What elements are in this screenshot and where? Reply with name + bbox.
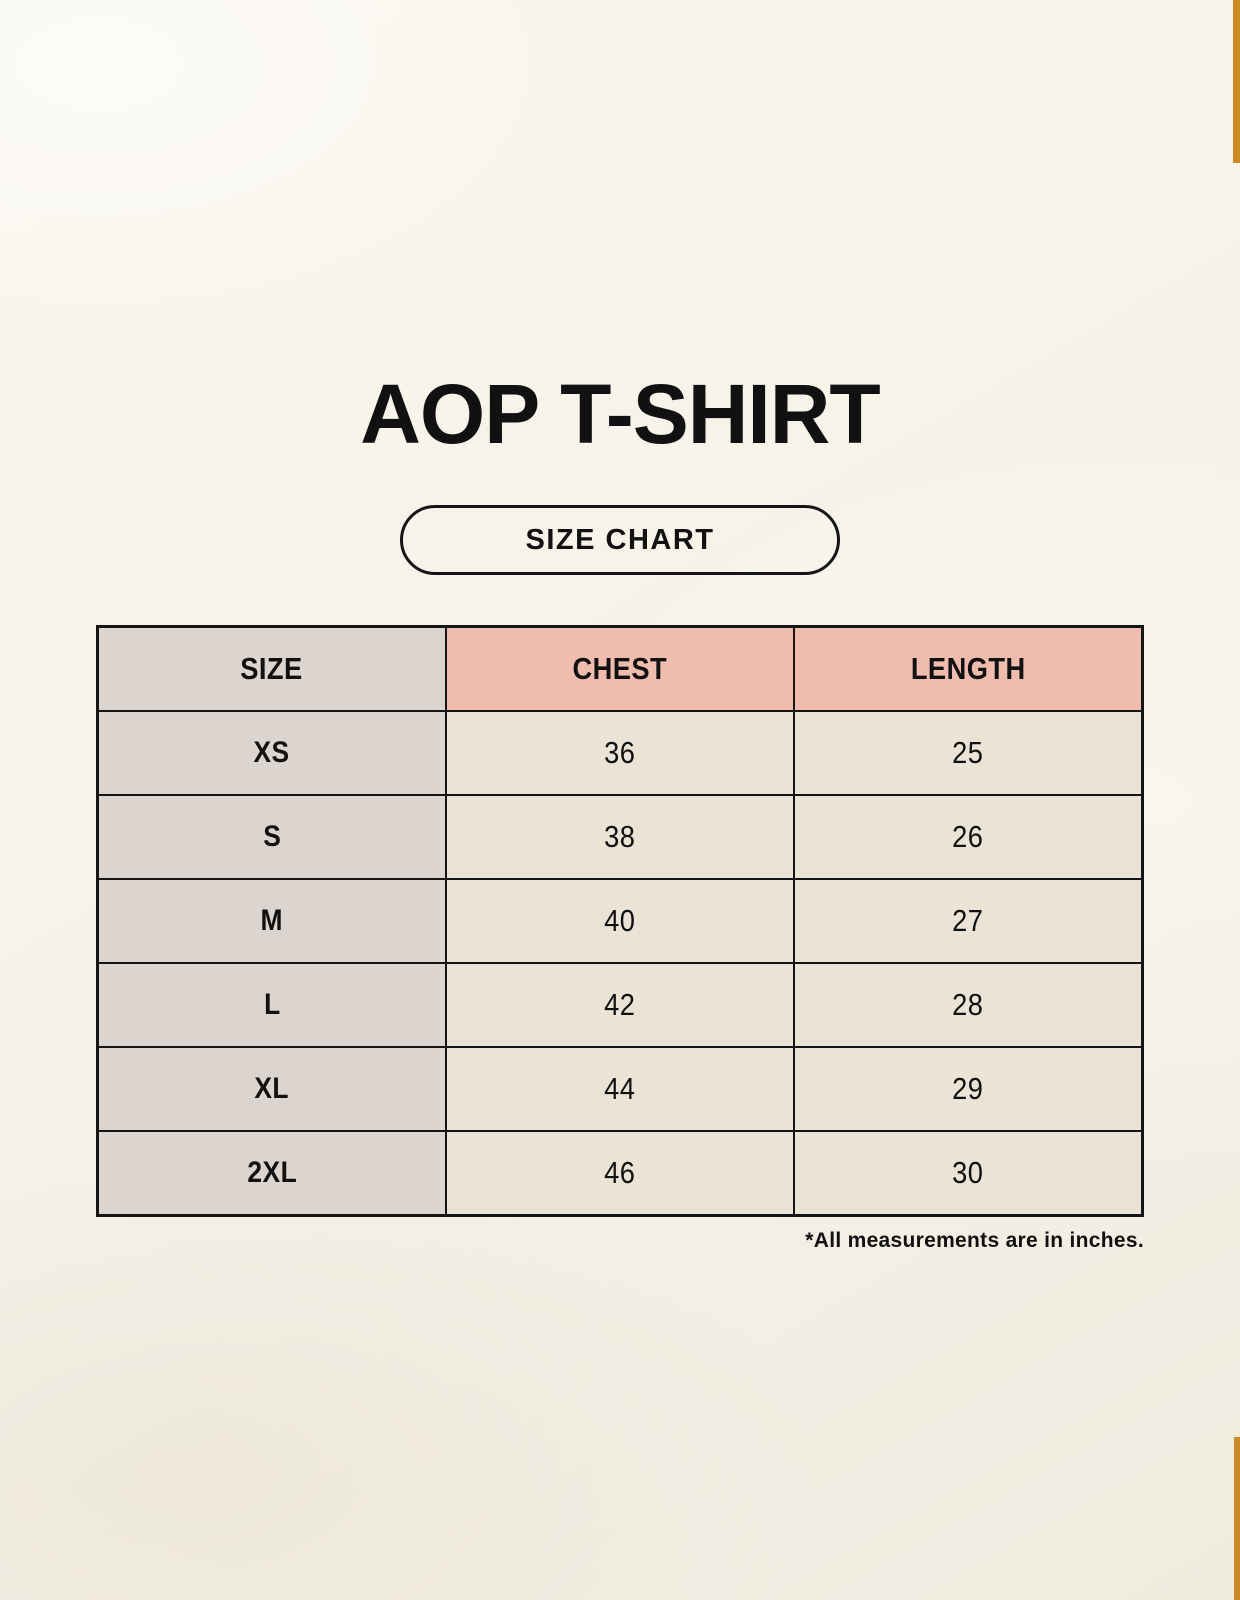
table-header-row: SIZE CHEST LENGTH	[96, 625, 1144, 712]
table-row: XL 44 29	[96, 1046, 1144, 1132]
size-chart-button[interactable]: SIZE CHART	[400, 505, 840, 575]
size-label-cell: XL	[96, 1046, 447, 1132]
length-value-cell: 27	[793, 878, 1144, 964]
length-value-cell: 25	[793, 710, 1144, 796]
size-label-cell: 2XL	[96, 1130, 447, 1217]
size-label-cell: XS	[96, 710, 447, 796]
size-label-cell: S	[96, 794, 447, 880]
chest-value-cell: 44	[444, 1046, 796, 1132]
size-label-cell: M	[96, 878, 447, 964]
size-label-cell: L	[96, 962, 447, 1048]
table-row: S 38 26	[96, 794, 1144, 880]
length-value-cell: 26	[793, 794, 1144, 880]
right-edge-stripe-bottom	[1234, 1437, 1240, 1600]
content-container: AOP T-SHIRT SIZE CHART SIZE CHEST LENGTH…	[96, 0, 1144, 1253]
measurements-footnote: *All measurements are in inches.	[805, 1229, 1144, 1252]
table-row: M 40 27	[96, 878, 1144, 964]
column-header-size-label: SIZE	[240, 651, 304, 686]
column-header-size: SIZE	[96, 625, 447, 712]
column-header-chest-label: CHEST	[572, 651, 668, 686]
length-value-cell: 28	[793, 962, 1144, 1048]
page-title: AOP T-SHIRT	[360, 367, 881, 461]
chest-value-cell: 42	[444, 962, 796, 1048]
column-header-chest: CHEST	[444, 625, 796, 712]
chest-value-cell: 38	[444, 794, 796, 880]
size-chart-table: SIZE CHEST LENGTH XS 36 25 S 38 26 M 40 …	[96, 625, 1144, 1217]
length-value-cell: 29	[793, 1046, 1144, 1132]
right-edge-stripe-top	[1233, 0, 1240, 163]
length-value-cell: 30	[793, 1130, 1144, 1217]
chest-value-cell: 46	[444, 1130, 796, 1217]
chest-value-cell: 36	[444, 710, 796, 796]
table-row: L 42 28	[96, 962, 1144, 1048]
table-row: 2XL 46 30	[96, 1130, 1144, 1217]
column-header-length: LENGTH	[793, 625, 1144, 712]
chest-value-cell: 40	[444, 878, 796, 964]
table-row: XS 36 25	[96, 710, 1144, 796]
column-header-length-label: LENGTH	[910, 651, 1026, 686]
